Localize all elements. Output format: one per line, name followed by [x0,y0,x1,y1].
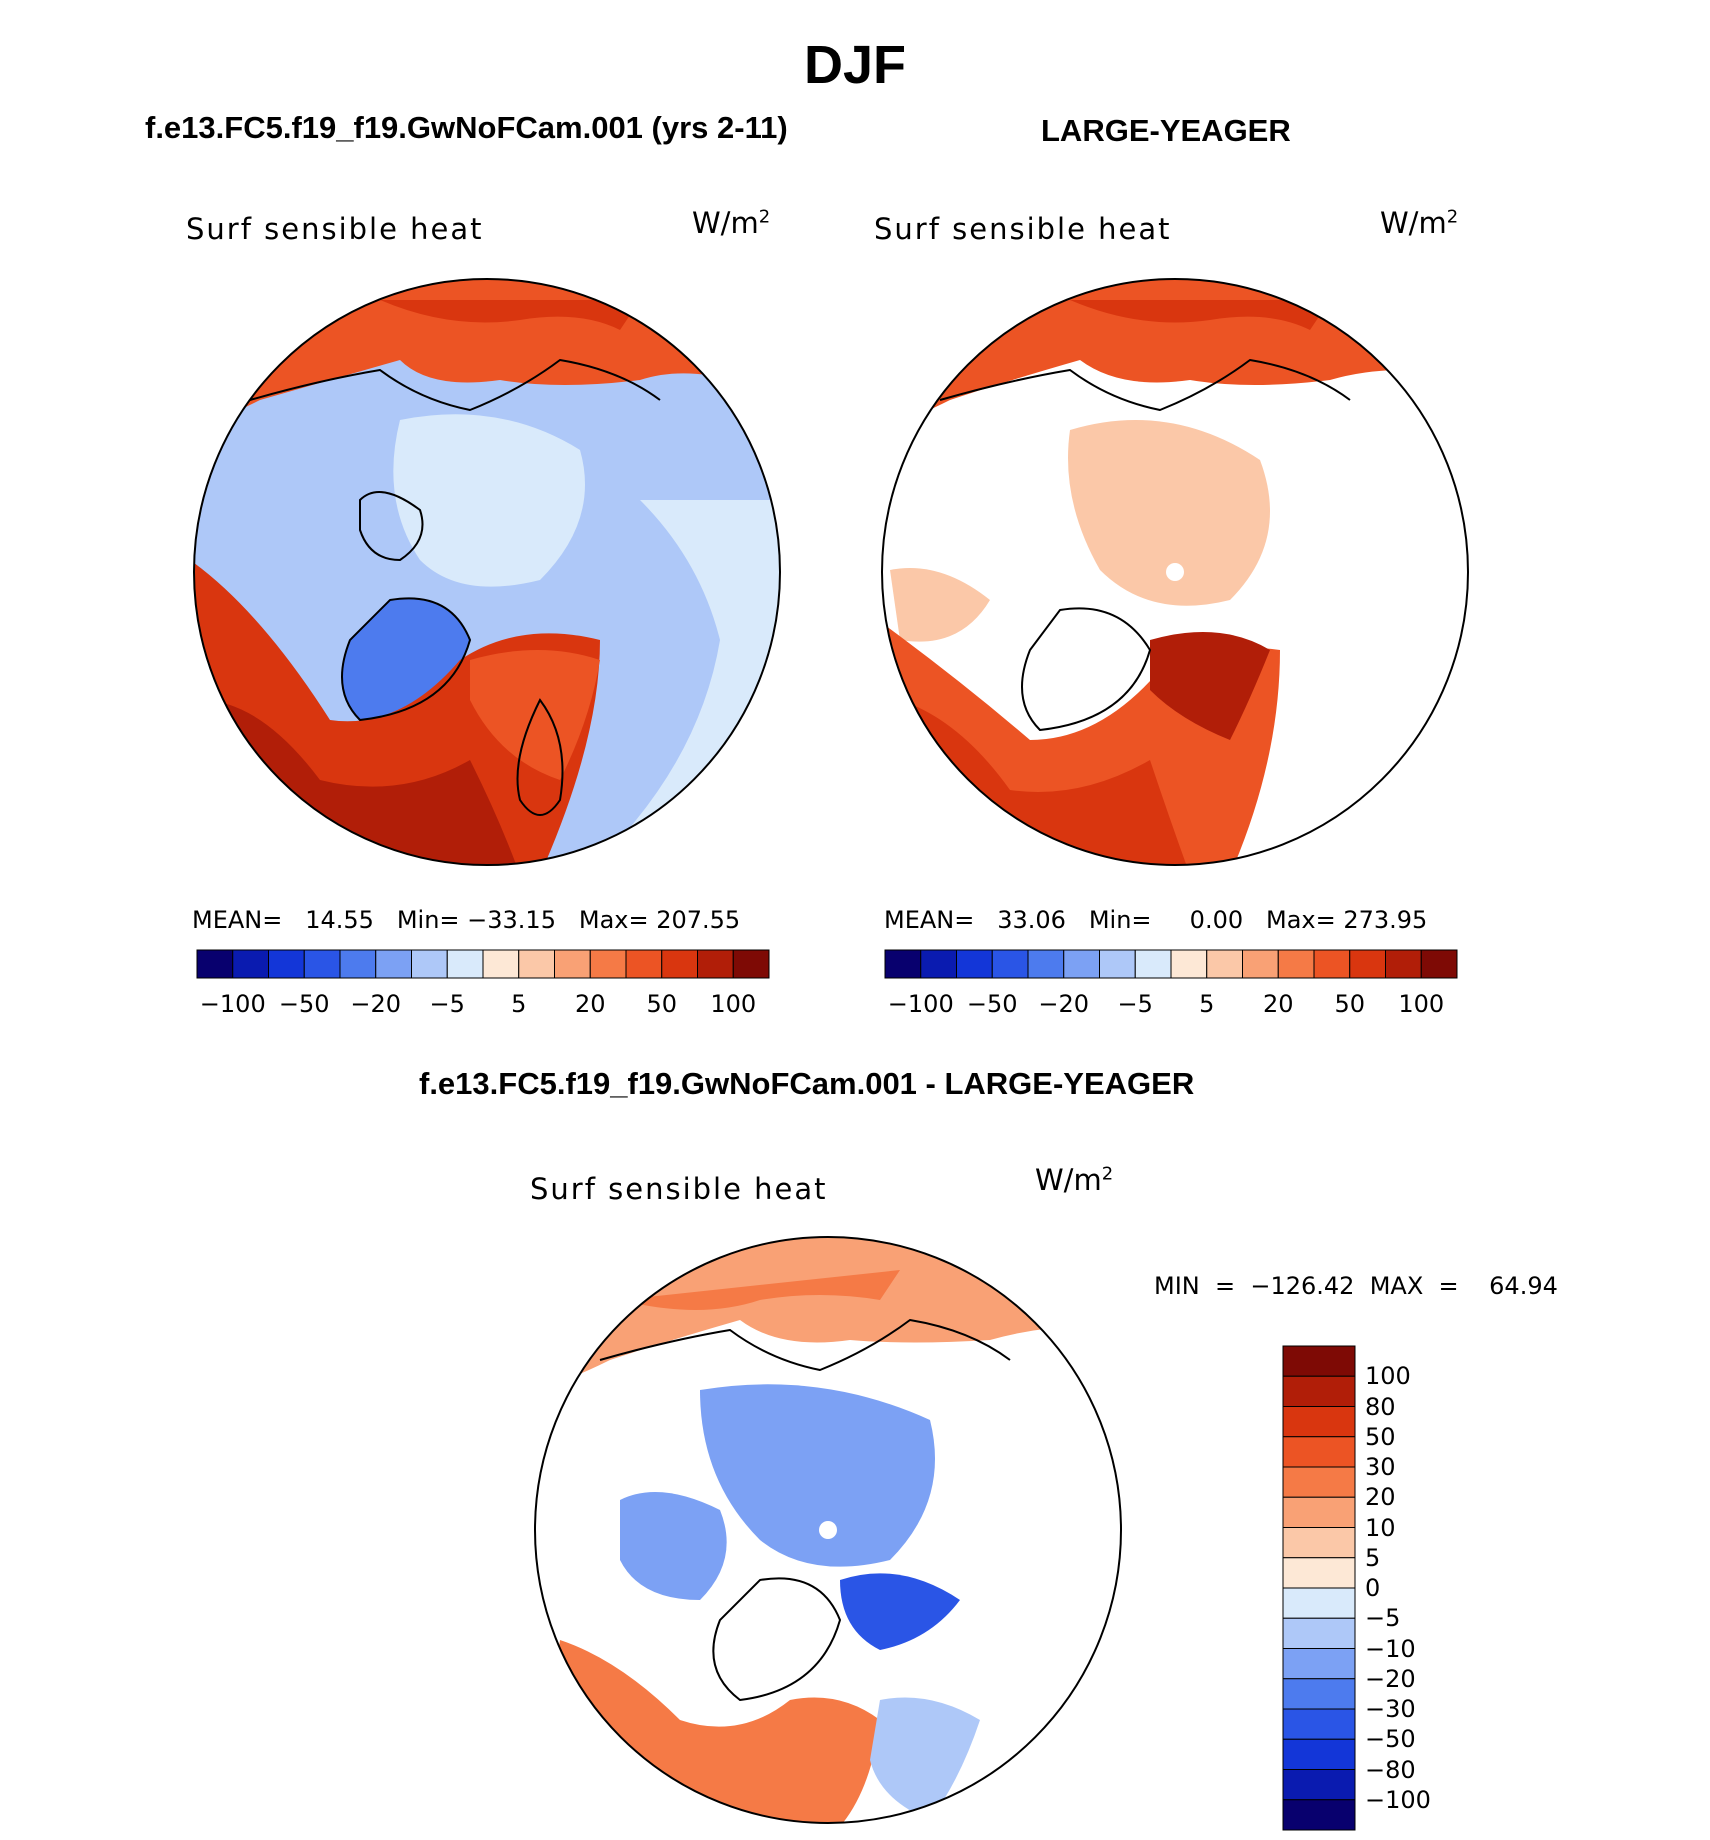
colorbar-tick-label: 80 [1365,1392,1396,1421]
colorbar-swatch [1134,949,1172,979]
colorbar-swatch [1385,949,1422,979]
colorbar-swatch [661,949,698,979]
colorbar-swatch [554,949,591,979]
colorbar-tick-label: 10 [1365,1513,1396,1542]
colorbar-tick-label: −50 [966,990,1018,1018]
colorbar-swatch [1282,1587,1356,1619]
colorbar-swatch [268,949,305,979]
colorbar-swatch [1282,1466,1356,1498]
colorbar-tick-label: 20 [1365,1483,1396,1512]
colorbar-swatch [1099,949,1136,979]
colorbar-swatch [1242,949,1279,979]
colorbar-swatch [411,949,448,979]
colorbar-tick-label: −100 [1365,1785,1431,1814]
colorbar-swatch [1349,949,1386,979]
colorbar-swatch [482,949,520,979]
panel-3-stats: MIN = −126.42 MAX = 64.94 [1154,1272,1558,1300]
colorbar-tick-label: 50 [1334,990,1366,1018]
colorbar-swatch [1313,949,1351,979]
colorbar-tick-label: 100 [1398,990,1445,1018]
colorbar-tick-label: 20 [574,990,606,1018]
colorbar-swatch [446,949,484,979]
colorbar-tick-label: −80 [1365,1755,1416,1784]
colorbar-swatch [1277,949,1315,979]
colorbar-swatch [1206,949,1243,979]
colorbar-tick-label: −10 [1365,1634,1416,1663]
colorbar-swatch [956,949,993,979]
panel-3-case-title: f.e13.FC5.f19_f19.GwNoFCam.001 - LARGE-Y… [419,1066,1195,1101]
colorbar-swatch [1420,949,1458,979]
colorbar-swatch [196,949,234,979]
colorbar-swatch [991,949,1029,979]
colorbar-swatch [1282,1557,1356,1589]
panel-1-variable-label: Surf sensible heat [186,212,484,246]
colorbar-swatch [1027,949,1065,979]
colorbar-tick-label: −20 [1365,1664,1416,1693]
colorbar-tick-label: −50 [278,990,330,1018]
colorbar-tick-label: 50 [646,990,678,1018]
figure-title: DJF [803,35,906,95]
colorbar-swatch [732,949,770,979]
panel-1-case-title: f.e13.FC5.f19_f19.GwNoFCam.001 (yrs 2-11… [145,110,788,145]
panel-2-colorbar [884,949,1458,979]
panel-3-colorbar [1282,1345,1356,1831]
colorbar-tick-label: −20 [350,990,402,1018]
colorbar-tick-label: 30 [1365,1453,1396,1481]
panel-3-variable-label: Surf sensible heat [530,1172,828,1206]
colorbar-swatch [1282,1708,1356,1740]
colorbar-swatch [1282,1375,1356,1407]
colorbar-swatch [1170,949,1208,979]
colorbar-swatch [1282,1648,1356,1680]
panel-2-variable-label: Surf sensible heat [874,212,1172,246]
colorbar-swatch [1282,1345,1356,1377]
colorbar-swatch [1282,1617,1356,1649]
panel-1-colorbar [196,949,770,979]
panel-3-map [535,1237,1121,1823]
colorbar-swatch [1282,1527,1356,1559]
colorbar-tick-label: 0 [1365,1574,1381,1602]
colorbar-tick-label: −5 [1117,990,1153,1018]
panel-1-stats: MEAN= 14.55 Min= −33.15 Max= 207.55 [192,906,741,934]
colorbar-tick-label: −5 [1365,1604,1401,1633]
colorbar-swatch [303,949,341,979]
colorbar-tick-label: 5 [1365,1543,1381,1572]
panel-2-case-title: LARGE-YEAGER [1041,113,1291,148]
colorbar-swatch [1282,1799,1356,1831]
colorbar-swatch [1063,949,1100,979]
colorbar-swatch [232,949,269,979]
colorbar-swatch [884,949,922,979]
colorbar-swatch [1282,1406,1356,1438]
colorbar-swatch [1282,1496,1356,1528]
colorbar-tick-label: 20 [1262,990,1294,1018]
colorbar-swatch [1282,1769,1356,1801]
colorbar-tick-label: 100 [710,990,757,1018]
panel-2-units: W/m2 [1380,206,1459,240]
colorbar-swatch [1282,1738,1356,1770]
colorbar-swatch [518,949,555,979]
colorbar-tick-label: −100 [887,990,954,1018]
colorbar-swatch [1282,1436,1356,1468]
colorbar-tick-label: 5 [1199,990,1215,1018]
colorbar-swatch [625,949,663,979]
panel-1-units: W/m2 [692,206,771,240]
colorbar-tick-label: 5 [511,990,527,1018]
colorbar-swatch [697,949,734,979]
colorbar-tick-label: −50 [1365,1725,1416,1754]
panel-2-stats: MEAN= 33.06 Min= 0.00 Max= 273.95 [884,906,1428,934]
colorbar-tick-label: −5 [429,990,465,1018]
colorbar-tick-label: −20 [1038,990,1090,1018]
panel-3-units: W/m2 [1035,1163,1114,1197]
colorbar-swatch [339,949,377,979]
colorbar-swatch [920,949,957,979]
colorbar-swatch [589,949,627,979]
colorbar-tick-label: 50 [1365,1422,1396,1451]
colorbar-swatch [1282,1678,1356,1710]
colorbar-tick-label: 100 [1365,1362,1411,1391]
colorbar-tick-label: −30 [1365,1695,1416,1723]
colorbar-swatch [375,949,412,979]
colorbar-tick-label: −100 [199,990,266,1018]
